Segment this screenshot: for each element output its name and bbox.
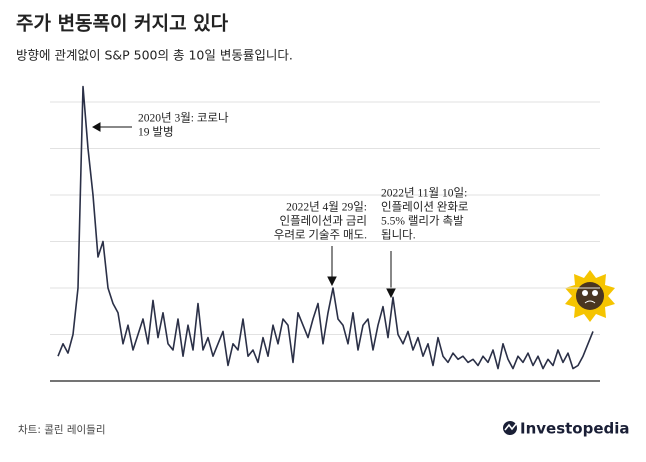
annotation: 인플레이션 완화로 bbox=[381, 201, 469, 214]
annotation: 2022년 4월 29일: bbox=[286, 200, 367, 214]
source: 차트: 콜린 레이들리 bbox=[18, 424, 106, 436]
chart-subtitle: 방향에 관계없이 S&P 500의 총 10일 변동률입니다. bbox=[16, 48, 293, 63]
logo-arrow bbox=[504, 423, 517, 431]
brand-name: Investopedia bbox=[520, 420, 630, 438]
arrow-head bbox=[91, 122, 101, 132]
chart-title: 주가 변동폭이 커지고 있다 bbox=[16, 13, 229, 35]
arrow-head bbox=[327, 276, 337, 287]
mascot-mouth bbox=[584, 300, 596, 304]
annotation-arrows bbox=[91, 122, 396, 299]
annotation: 5.5% 랠리가 촉발 bbox=[381, 215, 464, 228]
annotation: 2022년 11월 10일: bbox=[381, 186, 467, 200]
mascot-eye bbox=[592, 290, 598, 296]
line-series bbox=[57, 85, 594, 370]
logo-mark bbox=[503, 421, 517, 435]
annotation: 19 발병 bbox=[138, 126, 174, 139]
annotation: 우려로 기술주 매도. bbox=[274, 229, 367, 242]
annotation: 2020년 3월: 코로나 bbox=[138, 112, 229, 125]
annotation: 인플레이션과 금리 bbox=[279, 215, 367, 228]
mascot-eye bbox=[582, 290, 588, 296]
mascot bbox=[565, 270, 615, 322]
mascot-face bbox=[576, 282, 604, 310]
annotation: 됩니다. bbox=[381, 229, 416, 242]
arrow-head bbox=[386, 288, 396, 299]
brand-logo: Investopedia bbox=[503, 420, 630, 438]
